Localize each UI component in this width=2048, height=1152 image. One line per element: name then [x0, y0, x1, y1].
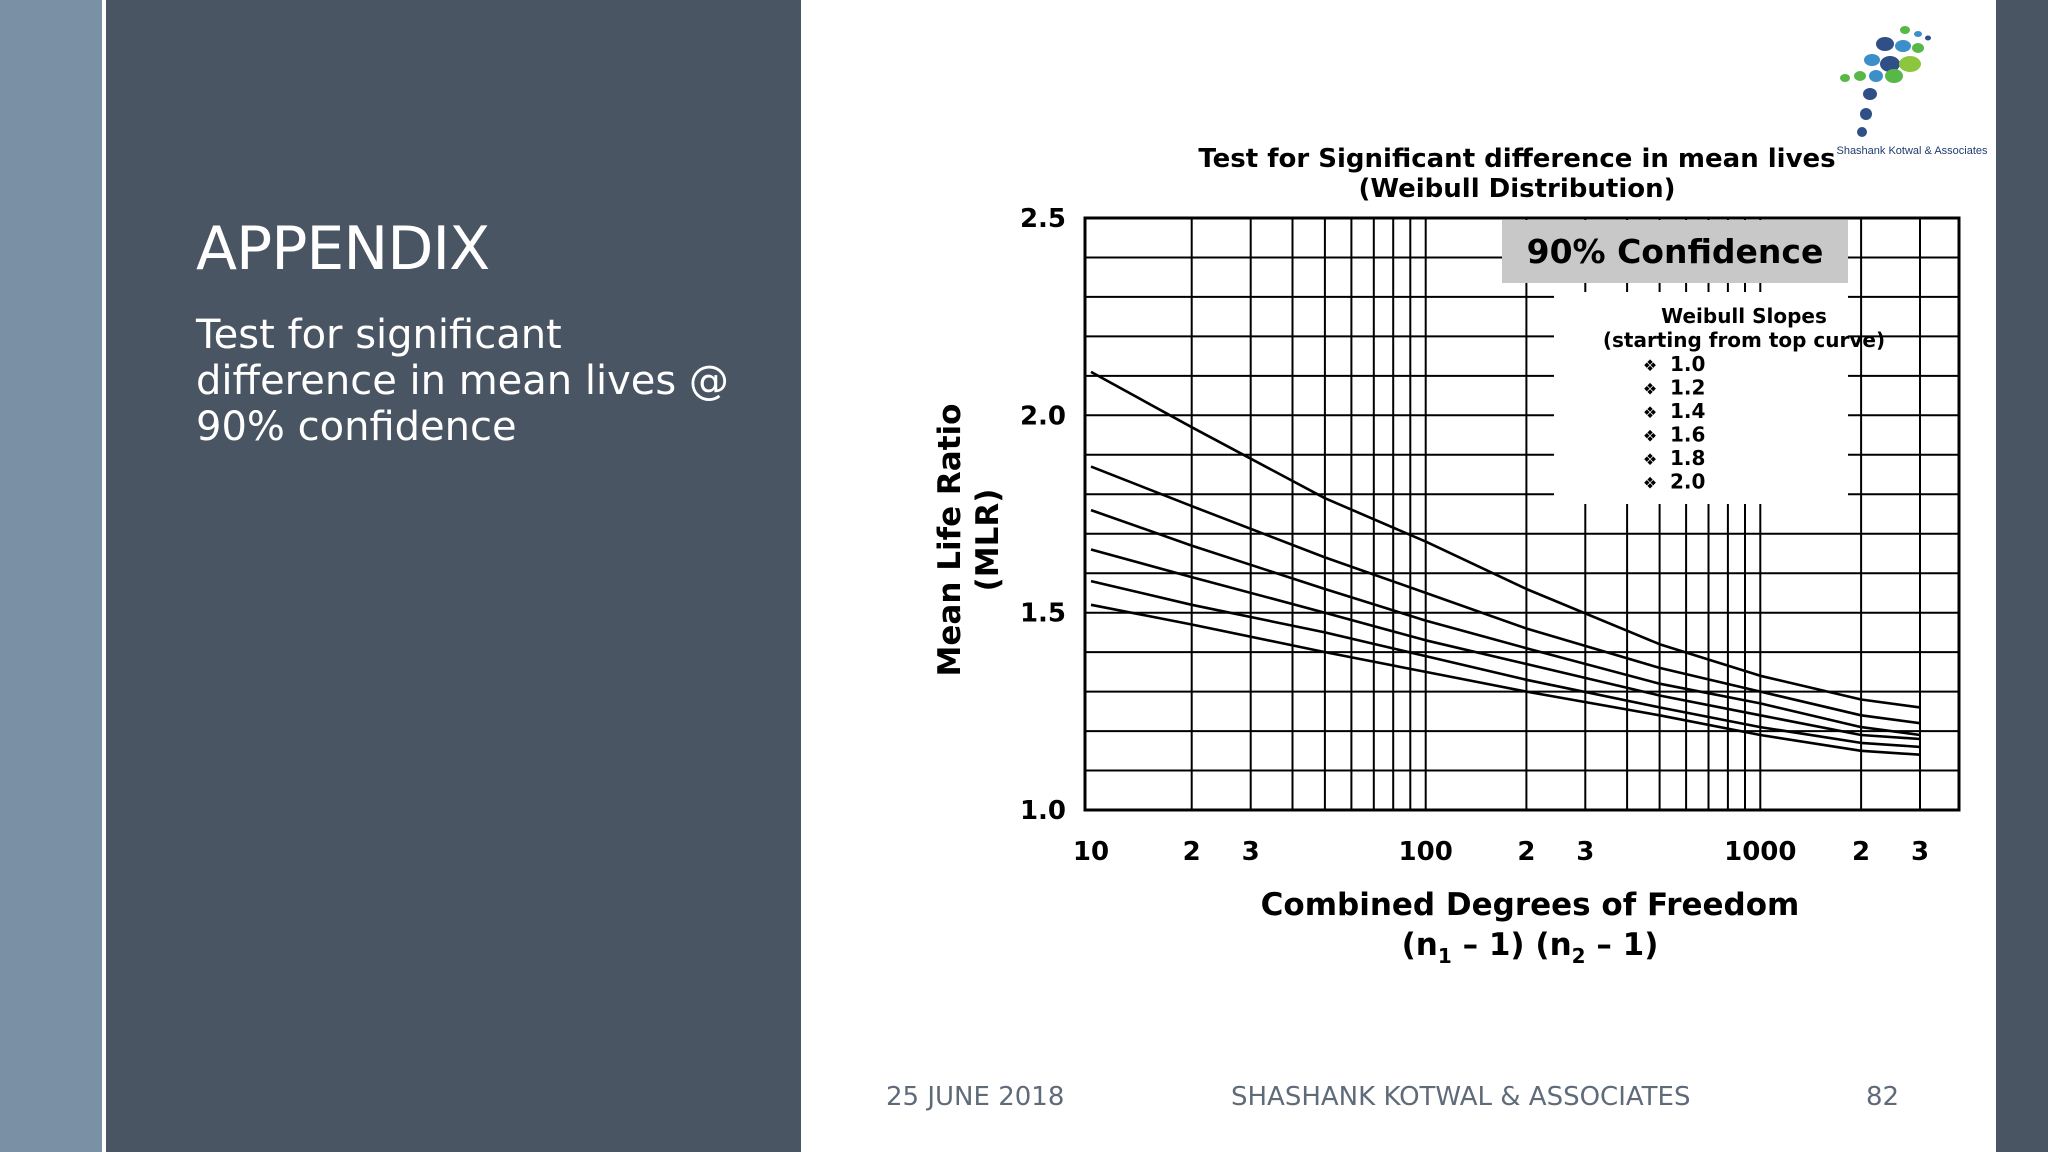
x-label-subscript-1: 1: [1438, 944, 1452, 968]
footer-company: SHASHANK KOTWAL & ASSOCIATES: [1231, 1082, 1691, 1112]
x-tick-label: 2: [1517, 837, 1535, 867]
logo-dot: [1925, 35, 1931, 41]
logo-dot: [1914, 31, 1922, 37]
logo-dot: [1885, 69, 1903, 83]
logo-dot: [1864, 54, 1880, 66]
y-axis-label: Mean Life Ratio: [932, 404, 968, 677]
legend-entry: 1.2: [1670, 376, 1705, 400]
plot-frame: [1083, 216, 1961, 812]
x-tick-label: 10: [1073, 837, 1109, 867]
logo-dot: [1880, 56, 1900, 72]
company-logo: Shashank Kotwal & Associates: [1836, 26, 1988, 157]
logo-dot: [1863, 88, 1877, 100]
left-accent-strip: [0, 0, 102, 1152]
y-axis-label-line2: (MLR): [970, 489, 1006, 592]
legend-marker-icon: ❖: [1643, 427, 1657, 446]
footer-date: 25 JUNE 2018: [886, 1082, 1065, 1112]
legend-marker-icon: ❖: [1643, 403, 1657, 422]
legend-entry: 1.8: [1670, 446, 1705, 470]
chart-curves: [1090, 370, 1921, 756]
chart-subtitle: (Weibull Distribution): [1358, 174, 1675, 204]
right-accent-strip: [1996, 0, 2048, 1152]
slide-subtitle: Test for significant difference in mean …: [196, 312, 729, 450]
x-axis-label: Combined Degrees of Freedom: [1261, 887, 1800, 923]
confidence-label: 90% Confidence: [1527, 232, 1824, 271]
chart-title: Test for Significant difference in mean …: [1198, 144, 1835, 174]
x-label-subscript-2: 2: [1572, 944, 1586, 968]
legend-subtitle: (starting from top curve): [1603, 328, 1885, 352]
title-panel: [106, 0, 801, 1152]
footer-page-number: 82: [1866, 1082, 1900, 1112]
y-tick-label: 1.5: [1020, 599, 1066, 629]
legend-background: [1554, 292, 1848, 504]
weibull-curve-4: [1090, 548, 1921, 741]
weibull-curve-3: [1090, 508, 1921, 737]
weibull-curve-2: [1090, 465, 1921, 725]
logo-dot: [1876, 37, 1894, 51]
logo-dot: [1899, 56, 1921, 72]
x-tick-label: 2: [1183, 837, 1201, 867]
x-axis-label-line2: (n1 – 1) (n2 – 1): [1402, 927, 1659, 968]
logo-dot: [1854, 71, 1866, 81]
mlr-chart: Test for Significant difference in mean …: [932, 144, 1961, 968]
x-tick-label: 100: [1399, 837, 1453, 867]
x-tick-label: 2: [1852, 837, 1870, 867]
y-tick-label: 2.5: [1020, 204, 1066, 234]
legend-marker-icon: ❖: [1643, 356, 1657, 375]
x-label-part: – 1): [1586, 927, 1659, 963]
x-label-part: – 1) (n: [1452, 927, 1572, 963]
x-tick-labels: 10 2 3 100 2 3 1000 2 3: [1073, 837, 1929, 867]
logo-dot: [1860, 108, 1872, 120]
logo-dot: [1895, 40, 1911, 52]
logo-dot: [1900, 26, 1910, 34]
legend-entry: 1.6: [1670, 423, 1705, 447]
logo-dot: [1912, 43, 1924, 53]
legend-entries: ❖ 1.0 ❖ 1.2 ❖ 1.4 ❖ 1.6 ❖ 1.8 ❖ 2.0: [1643, 352, 1706, 494]
legend-marker-icon: ❖: [1643, 474, 1657, 493]
x-tick-label: 3: [1911, 837, 1929, 867]
legend-title: Weibull Slopes: [1661, 304, 1827, 328]
legend-marker-icon: ❖: [1643, 380, 1657, 399]
x-tick-label: 3: [1576, 837, 1594, 867]
logo-dot: [1857, 127, 1867, 137]
legend-entry: 1.0: [1670, 352, 1705, 376]
weibull-curve-6: [1090, 603, 1921, 756]
x-label-part: (n: [1402, 927, 1438, 963]
y-tick-label: 1.0: [1020, 796, 1066, 826]
logo-dot: [1840, 74, 1850, 82]
x-tick-label: 1000: [1724, 837, 1796, 867]
logo-dot: [1869, 70, 1883, 82]
left-divider-line: [102, 0, 106, 1152]
weibull-curve-5: [1090, 579, 1921, 749]
weibull-curve-1: [1090, 370, 1921, 709]
logo-text: Shashank Kotwal & Associates: [1836, 145, 1988, 157]
y-tick-labels: 1.0 1.5 2.0 2.5: [1020, 204, 1066, 826]
slide-title: APPENDIX: [196, 214, 490, 284]
x-tick-label: 3: [1242, 837, 1260, 867]
legend-marker-icon: ❖: [1643, 450, 1657, 469]
y-tick-label: 2.0: [1020, 401, 1066, 431]
confidence-box: [1502, 220, 1848, 283]
legend-entry: 1.4: [1670, 399, 1705, 423]
legend-entry: 2.0: [1670, 470, 1705, 494]
